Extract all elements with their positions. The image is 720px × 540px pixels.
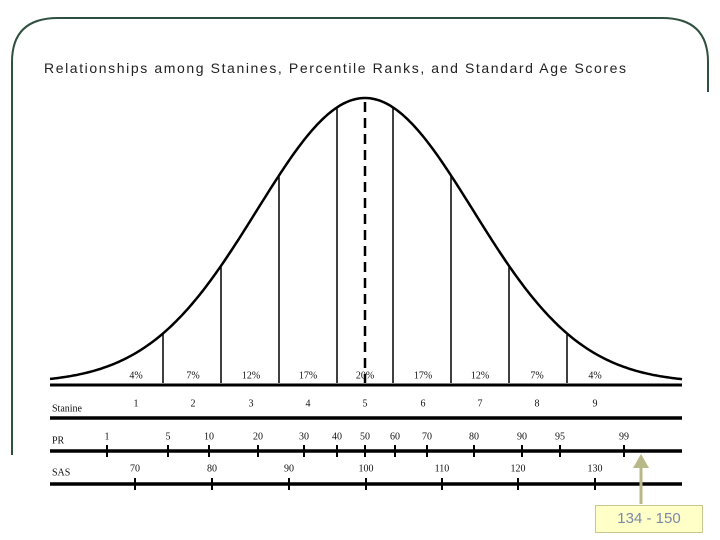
normal-curve bbox=[49, 96, 683, 381]
stanine-label: 4 bbox=[306, 398, 311, 409]
stanine-label: 6 bbox=[421, 398, 426, 409]
row-label: PR bbox=[52, 435, 65, 446]
pr-label: 60 bbox=[390, 431, 400, 442]
sas-label: 100 bbox=[359, 463, 374, 474]
sas-label: 90 bbox=[284, 463, 294, 474]
sas-label: 70 bbox=[130, 463, 140, 474]
percent-label: 7% bbox=[186, 370, 199, 381]
stanine-label: 9 bbox=[593, 398, 598, 409]
percent-label: 17% bbox=[414, 370, 432, 381]
slide-frame bbox=[11, 17, 709, 455]
pr-label: 20 bbox=[253, 431, 263, 442]
sas-label: 80 bbox=[207, 463, 217, 474]
pr-label: 50 bbox=[360, 431, 370, 442]
sas-label: 110 bbox=[435, 463, 450, 474]
pr-label: 95 bbox=[555, 431, 565, 442]
percent-label: 4% bbox=[129, 370, 142, 381]
pr-label: 90 bbox=[517, 431, 527, 442]
pr-label: 70 bbox=[422, 431, 432, 442]
stanine-label: 3 bbox=[249, 398, 254, 409]
pr-label: 5 bbox=[166, 431, 171, 442]
percent-label: 7% bbox=[530, 370, 543, 381]
callout-box: 134 - 150 bbox=[595, 505, 703, 533]
row-label: Stanine bbox=[52, 403, 83, 414]
percent-label: 17% bbox=[299, 370, 317, 381]
stanine-label: 7 bbox=[478, 398, 483, 409]
stanine-label: 2 bbox=[191, 398, 196, 409]
row-label: SAS bbox=[52, 467, 70, 478]
slide-title: Relationships among Stanines, Percentile… bbox=[44, 60, 628, 76]
percent-label: 12% bbox=[471, 370, 489, 381]
percent-label: 20% bbox=[356, 370, 374, 381]
pr-label: 80 bbox=[469, 431, 479, 442]
pr-label: 1 bbox=[105, 431, 110, 442]
stanine-label: 8 bbox=[535, 398, 540, 409]
stanine-label: 1 bbox=[134, 398, 139, 409]
percent-label: 12% bbox=[242, 370, 260, 381]
bell-curve-diagram: 4% 7% 12% 17% 20% 17% 12% 7% 4% 1 2 3 4 5 6 7 8 9 Stanine P… bbox=[49, 96, 683, 504]
stanine-label: 5 bbox=[363, 398, 368, 409]
pr-label: 30 bbox=[299, 431, 309, 442]
percent-label: 4% bbox=[588, 370, 601, 381]
pr-label: 40 bbox=[332, 431, 342, 442]
sas-label: 130 bbox=[588, 463, 603, 474]
pr-label: 99 bbox=[619, 431, 629, 442]
callout-arrowhead bbox=[633, 454, 649, 468]
sas-label: 120 bbox=[511, 463, 526, 474]
pr-label: 10 bbox=[204, 431, 214, 442]
